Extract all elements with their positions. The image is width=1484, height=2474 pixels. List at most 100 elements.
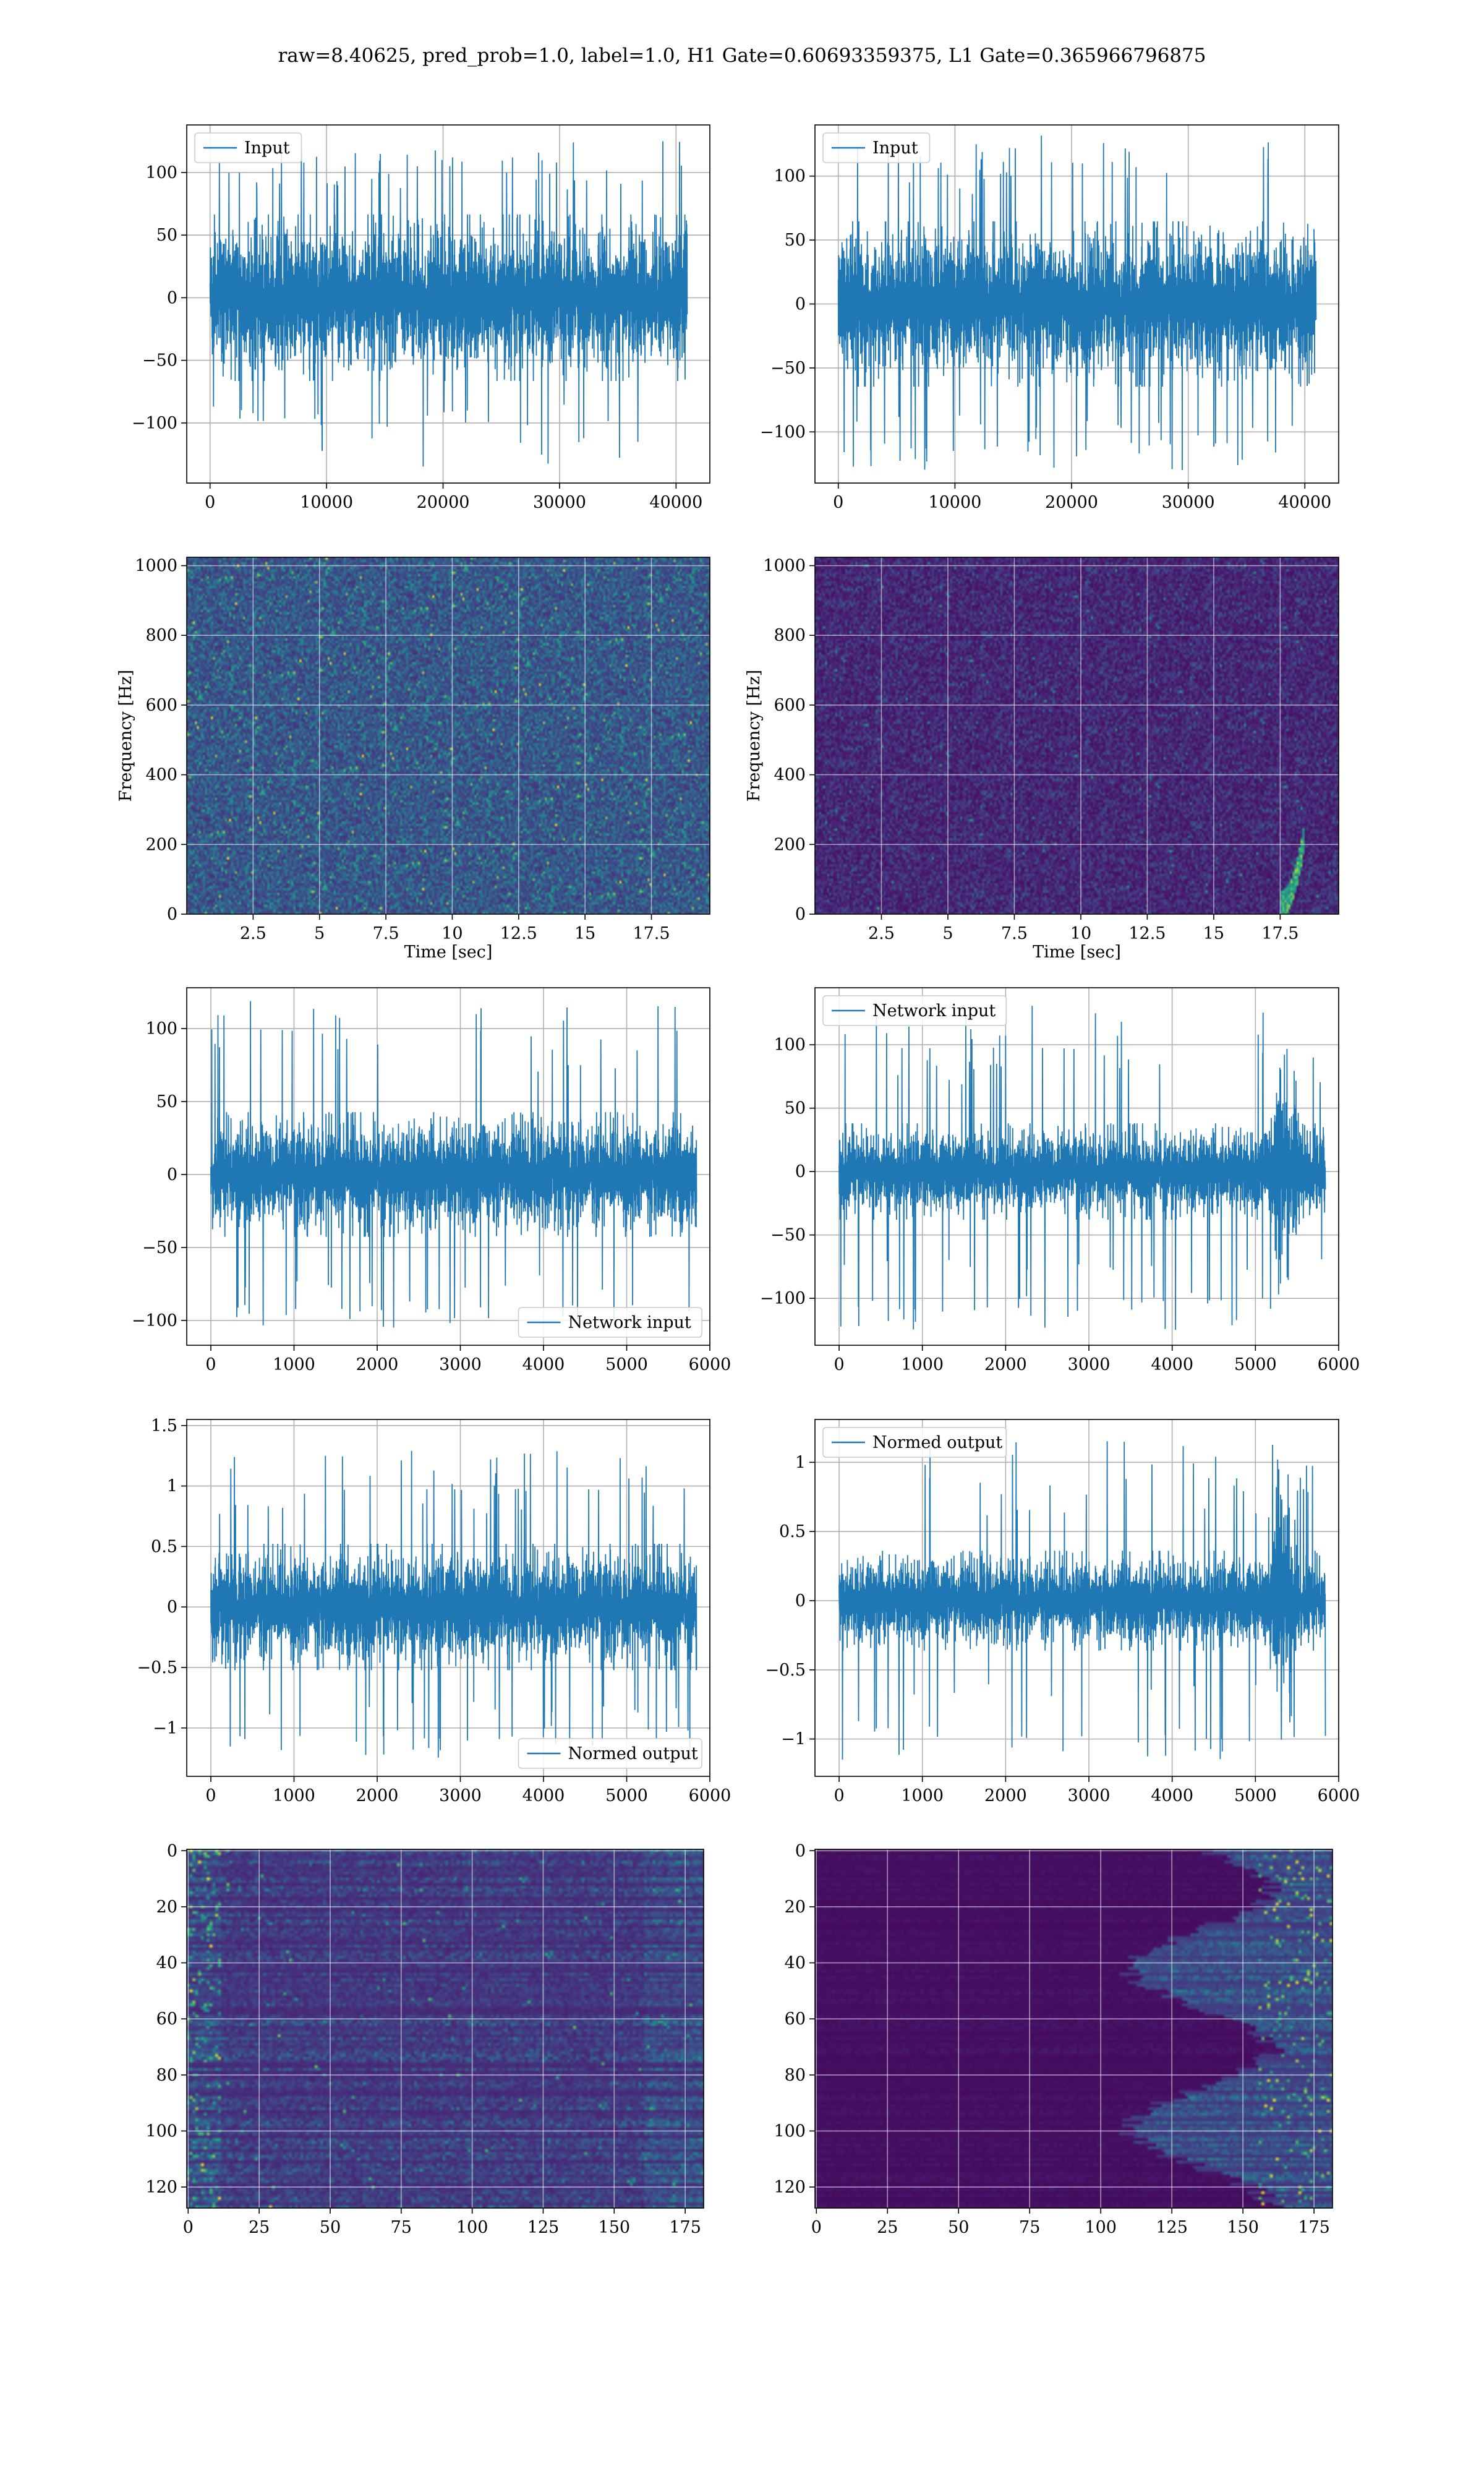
row5-right-ytick-label-6: 120 — [774, 2178, 806, 2197]
row2-right-ytick-label-4: 800 — [774, 626, 806, 645]
row4-left-xtick-label-3: 3000 — [439, 1786, 482, 1805]
row5-left-ytick-label-2: 40 — [156, 1954, 177, 1973]
row2-right-ylabel: Frequency [Hz] — [744, 670, 764, 802]
row4-left-ytick-label-1: −0.5 — [137, 1658, 177, 1677]
row3-right-xtick-label-1: 1000 — [901, 1355, 944, 1374]
row4-right-ytick-label-3: 0.5 — [779, 1522, 806, 1541]
row1-left-ytick-label-2: 0 — [167, 288, 177, 307]
row1-right-xtick-label-4: 40000 — [1278, 493, 1331, 512]
row4-left-ytick-label-0: −1 — [153, 1719, 177, 1738]
row4-right-xtick-label-4: 4000 — [1151, 1786, 1193, 1805]
row3-right-legend: Network input — [822, 995, 1007, 1026]
row2-right-xlabel: Time [sec] — [1033, 943, 1121, 962]
row1-left-xtick-label-2: 20000 — [417, 493, 470, 512]
row1-left-series-line — [209, 141, 688, 467]
row5-left-xtick-label-3: 75 — [391, 2218, 412, 2237]
row3-right-xtick-label-3: 3000 — [1068, 1355, 1111, 1374]
row5-left-ytick-label-0: 0 — [167, 1841, 177, 1860]
row5-right-ytick-label-0: 0 — [795, 1841, 806, 1860]
row2-left-ytick-label-4: 800 — [145, 626, 177, 645]
row3-left-xtick-label-2: 2000 — [356, 1355, 399, 1374]
row2-right-ytick-label-1: 200 — [774, 835, 806, 854]
row3-right-xtick-label-5: 5000 — [1234, 1355, 1277, 1374]
row1-left-legend-box — [194, 132, 302, 163]
row3-left-legend: Network input — [518, 1307, 702, 1338]
row4-left-legend-label: Normed output — [568, 1744, 698, 1763]
panel-row3-left: 0 1000 2000 3000 4000 5000 6000 −100 −50 0 50 100 Ne… — [132, 987, 731, 1374]
row2-left-xtick-label-0: 2.5 — [240, 924, 267, 943]
row4-right-legend: Normed output — [822, 1427, 1007, 1458]
row5-left-xtick-label-4: 100 — [456, 2218, 488, 2237]
row4-left-xtick-label-4: 4000 — [522, 1786, 565, 1805]
row5-right-image — [815, 1849, 1333, 2208]
row2-left-xlabel: Time [sec] — [404, 943, 493, 962]
row3-left-xtick-label-4: 4000 — [522, 1355, 565, 1374]
row4-right-xtick-label-6: 6000 — [1318, 1786, 1360, 1805]
row2-right-xtick-label-6: 17.5 — [1261, 924, 1298, 943]
row4-left-ytick-label-4: 1 — [167, 1477, 177, 1496]
row3-left-series-line — [210, 1001, 697, 1328]
row2-right-xtick-label-3: 10 — [1070, 924, 1091, 943]
row4-right-ytick-label-1: −0.5 — [765, 1661, 806, 1680]
panel-row4-left: 0 1000 2000 3000 4000 5000 6000 −1 −0.5 0 0.5 1 1.5 N… — [137, 1416, 731, 1805]
row5-right-ytick-label-3: 60 — [785, 2010, 806, 2029]
row1-right-xtick-label-0: 0 — [833, 493, 843, 512]
row5-right-ytick-label-1: 20 — [785, 1898, 806, 1917]
row3-left-xtick-label-3: 3000 — [439, 1355, 482, 1374]
row5-right-grid — [815, 1849, 1333, 2208]
row5-left-frame — [186, 1849, 704, 2209]
row1-left-ytick-label-1: −50 — [142, 351, 177, 370]
row2-right-xtick-label-5: 15 — [1203, 924, 1224, 943]
row5-left-ytick-label-3: 60 — [156, 2010, 177, 2029]
row3-right-ytick-label-4: 100 — [774, 1035, 806, 1055]
row5-left-image — [187, 1849, 704, 2208]
row3-right-ytick-label-0: −100 — [760, 1289, 806, 1308]
row5-left-xtick-label-6: 150 — [599, 2218, 631, 2237]
row4-left-xtick-label-2: 2000 — [356, 1786, 399, 1805]
row1-left-xtick-label-3: 30000 — [533, 493, 586, 512]
row3-right-xtick-label-0: 0 — [834, 1355, 844, 1374]
row2-left-xtick-label-5: 15 — [574, 924, 595, 943]
row5-right-ytick-label-5: 100 — [774, 2121, 806, 2141]
row3-right-frame — [814, 987, 1339, 1346]
row5-left-xtick-label-5: 125 — [527, 2218, 560, 2237]
row4-left-xtick-label-0: 0 — [205, 1786, 216, 1805]
row4-left-series-line — [210, 1450, 697, 1758]
row3-left-xtick-label-5: 5000 — [605, 1355, 648, 1374]
row1-left-xtick-label-1: 10000 — [300, 493, 353, 512]
row3-right-series-line — [838, 1006, 1326, 1330]
row2-left-ytick-label-3: 600 — [145, 696, 177, 715]
row3-left-legend-label: Network input — [568, 1313, 691, 1332]
row4-right-xtick-label-2: 2000 — [984, 1786, 1027, 1805]
row5-right-frame — [814, 1849, 1333, 2209]
row2-right-xtick-label-1: 5 — [942, 924, 953, 943]
row2-left-xtick-label-4: 12.5 — [500, 924, 537, 943]
row4-right-ytick-label-4: 1 — [795, 1453, 806, 1472]
row3-left-ytick-label-2: 0 — [167, 1165, 177, 1184]
row5-right-xtick-label-2: 50 — [948, 2218, 969, 2237]
row4-left-frame — [186, 1419, 710, 1777]
row4-left-ytick-label-3: 0.5 — [151, 1537, 177, 1556]
row1-right-ytick-label-0: −100 — [760, 422, 806, 442]
row1-right-legend: Input — [822, 132, 931, 163]
row1-left-ytick-label-4: 100 — [145, 163, 177, 182]
row1-left-ytick-label-0: −100 — [132, 414, 177, 433]
row3-right-ytick-label-3: 50 — [785, 1099, 806, 1118]
row5-right-xtick-label-5: 125 — [1156, 2218, 1188, 2237]
row4-left-xtick-label-6: 6000 — [689, 1786, 731, 1805]
row4-right-xtick-label-3: 3000 — [1068, 1786, 1111, 1805]
row1-right-ytick-label-4: 100 — [774, 167, 806, 186]
row5-right-xtick-label-1: 25 — [877, 2218, 898, 2237]
panel-row5-left: 0 25 50 75 100 125 150 175 0 20 40 60 80 100 120 — [145, 1841, 704, 2237]
row2-right-xtick-label-4: 12.5 — [1128, 924, 1166, 943]
row5-left-xtick-label-1: 25 — [249, 2218, 270, 2237]
row4-left-ytick-label-2: 0 — [167, 1598, 177, 1617]
row4-left-xtick-label-1: 1000 — [273, 1786, 315, 1805]
row1-right-xtick-label-1: 10000 — [928, 493, 981, 512]
row1-left-xtick-label-0: 0 — [205, 493, 215, 512]
row2-right-ytick-label-3: 600 — [774, 696, 806, 715]
figure-title: raw=8.40625, pred_prob=1.0, label=1.0, H… — [278, 45, 1206, 67]
row4-right-xtick-label-5: 5000 — [1234, 1786, 1277, 1805]
row4-left-legend-box — [518, 1738, 702, 1769]
